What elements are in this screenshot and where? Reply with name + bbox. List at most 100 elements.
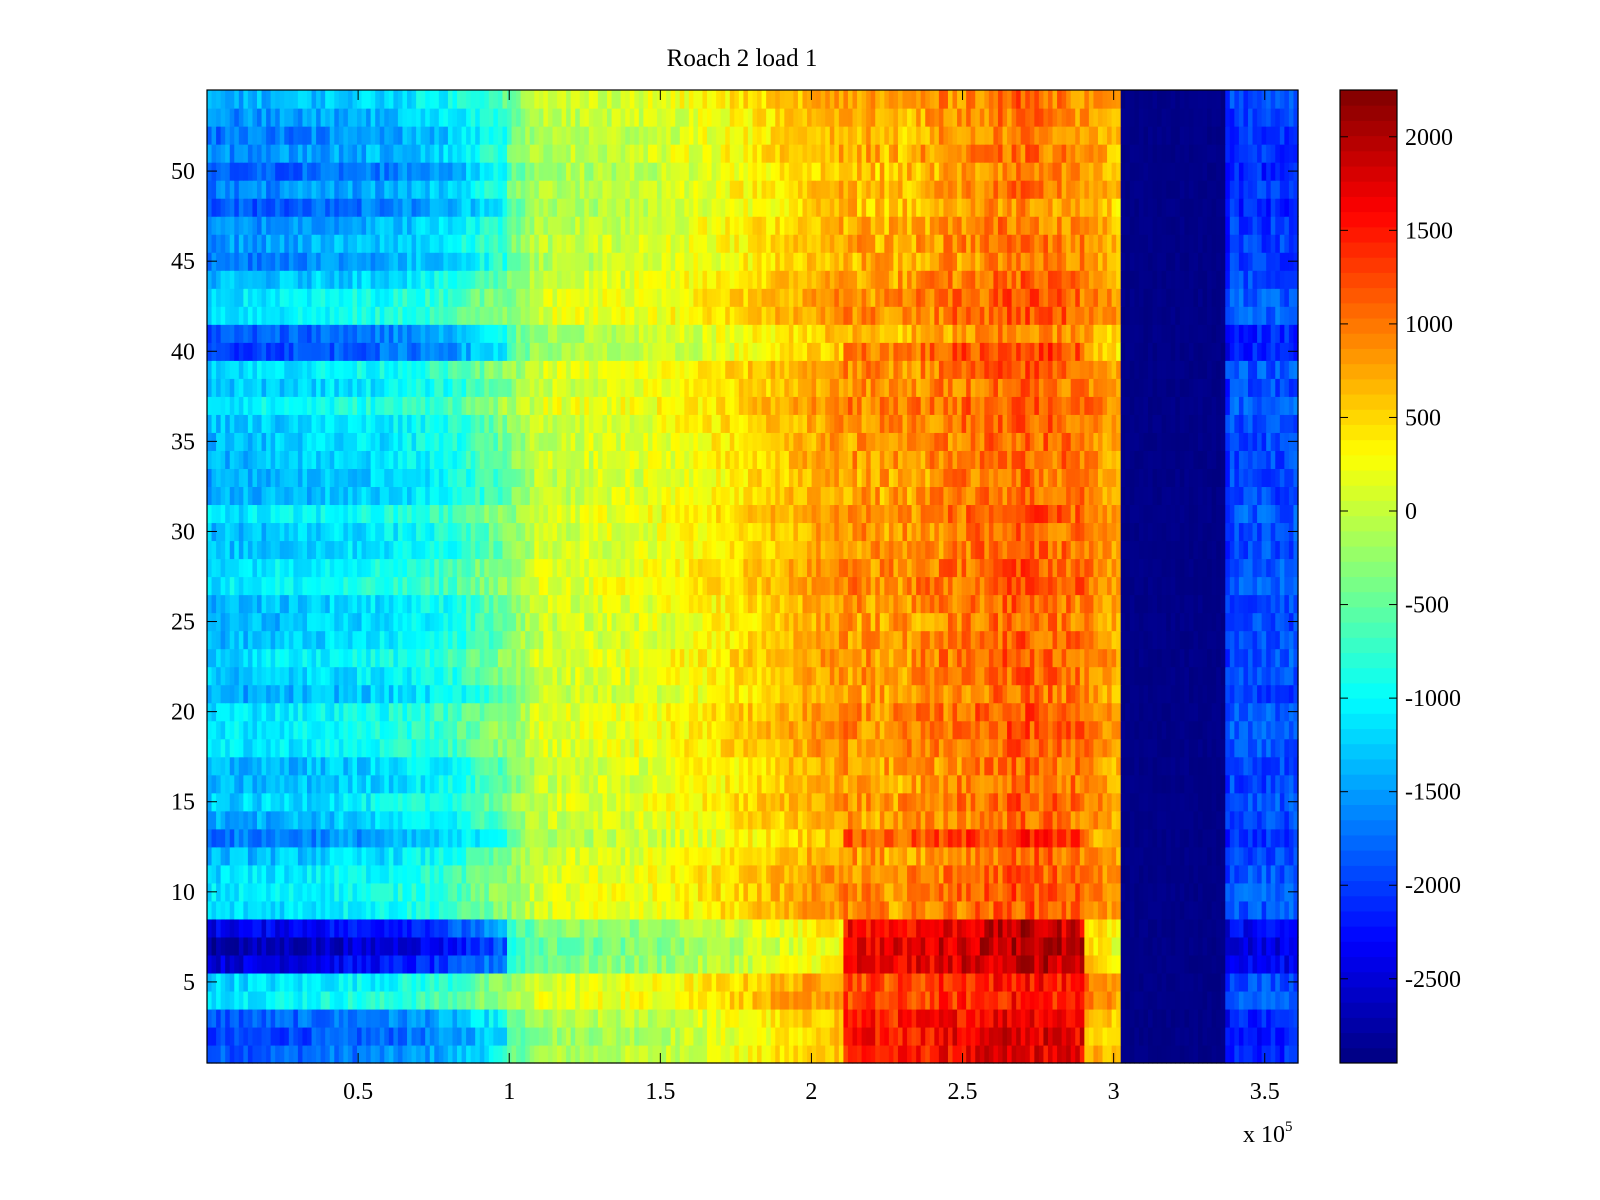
heatmap-cell	[507, 990, 513, 1010]
heatmap-cell	[538, 1044, 544, 1064]
heatmap-cell	[1061, 936, 1067, 956]
heatmap-cell	[666, 738, 672, 758]
heatmap-cell	[229, 828, 235, 848]
heatmap-cell	[811, 900, 817, 920]
heatmap-cell	[1147, 828, 1154, 848]
heatmap-cell	[1107, 774, 1113, 794]
heatmap-cell	[1084, 990, 1090, 1010]
heatmap-cell	[457, 774, 463, 794]
heatmap-cell	[547, 882, 554, 902]
heatmap-cell	[1284, 810, 1290, 830]
heatmap-cell	[1170, 774, 1176, 794]
heatmap-cell	[1134, 702, 1140, 722]
heatmap-cell	[447, 774, 454, 794]
heatmap-cell	[993, 936, 999, 956]
heatmap-cell	[1007, 954, 1013, 974]
heatmap-cell	[234, 1008, 240, 1028]
heatmap-cell	[947, 792, 954, 812]
heatmap-cell	[225, 900, 231, 920]
heatmap-cell	[547, 954, 554, 974]
heatmap-cell	[907, 846, 913, 866]
heatmap-cell	[1220, 1008, 1226, 1028]
heatmap-cell	[516, 828, 522, 848]
heatmap-cell	[702, 882, 708, 902]
heatmap-cell	[216, 810, 222, 830]
heatmap-cell	[375, 828, 381, 848]
heatmap-cell	[729, 918, 735, 938]
heatmap-cell	[407, 864, 413, 884]
heatmap-cell	[1034, 720, 1040, 740]
heatmap-cell	[1125, 1008, 1131, 1028]
heatmap-cell	[711, 828, 717, 848]
heatmap-cell	[411, 1008, 417, 1028]
heatmap-cell	[688, 936, 695, 956]
heatmap-cell	[534, 1008, 540, 1028]
heatmap-cell	[484, 702, 490, 722]
heatmap-cell	[1238, 990, 1245, 1010]
heatmap-cell	[443, 1044, 449, 1064]
heatmap-cell	[502, 900, 508, 920]
heatmap-cell	[711, 1044, 717, 1064]
heatmap-cell	[838, 1044, 845, 1064]
heatmap-cell	[961, 864, 967, 884]
heatmap-cell	[975, 756, 981, 776]
heatmap-cell	[284, 846, 290, 866]
heatmap-cell	[379, 954, 385, 974]
heatmap-cell	[584, 720, 590, 740]
heatmap-cell	[884, 828, 890, 848]
heatmap-cell	[1207, 936, 1213, 956]
heatmap-cell	[1175, 900, 1181, 920]
heatmap-cell	[893, 918, 899, 938]
heatmap-cell	[511, 882, 517, 902]
heatmap-cell	[1093, 846, 1099, 866]
heatmap-cell	[1157, 918, 1163, 938]
heatmap-cell	[334, 882, 340, 902]
heatmap-cell	[711, 738, 717, 758]
heatmap-cell	[1107, 882, 1113, 902]
heatmap-cell	[784, 864, 790, 884]
heatmap-cell	[443, 702, 449, 722]
heatmap-cell	[429, 954, 435, 974]
heatmap-cell	[293, 954, 299, 974]
heatmap-cell	[947, 720, 954, 740]
heatmap-cell	[357, 684, 363, 704]
heatmap-cell	[1125, 828, 1131, 848]
heatmap-cell	[884, 972, 890, 992]
heatmap-cell	[575, 936, 581, 956]
heatmap-cell	[234, 972, 240, 992]
heatmap-cell	[1161, 756, 1167, 776]
heatmap-cell	[1270, 1026, 1276, 1046]
heatmap-cell	[1193, 864, 1199, 884]
heatmap-cell	[566, 756, 572, 776]
heatmap-cell	[588, 720, 594, 740]
heatmap-cell	[1284, 864, 1290, 884]
heatmap-cell	[461, 702, 467, 722]
heatmap-cell	[338, 936, 344, 956]
heatmap-cell	[829, 936, 835, 956]
heatmap-cell	[357, 990, 363, 1010]
heatmap-cell	[225, 972, 231, 992]
heatmap-cell	[1175, 882, 1181, 902]
heatmap-cell	[1175, 720, 1181, 740]
heatmap-cell	[1193, 1044, 1199, 1064]
heatmap-cell	[238, 1008, 244, 1028]
heatmap-cell	[334, 972, 340, 992]
heatmap-cell	[457, 702, 463, 722]
heatmap-cell	[1116, 1044, 1122, 1064]
heatmap-cell	[393, 702, 399, 722]
heatmap-cell	[693, 792, 699, 812]
heatmap-cell	[302, 900, 308, 920]
heatmap-cell	[1088, 936, 1095, 956]
heatmap-cell	[475, 900, 481, 920]
heatmap-cell	[725, 846, 731, 866]
heatmap-cell	[675, 936, 681, 956]
heatmap-cell	[734, 774, 740, 794]
heatmap-cell	[875, 828, 881, 848]
heatmap-cell	[870, 1026, 876, 1046]
heatmap-cell	[884, 792, 890, 812]
heatmap-cell	[1025, 792, 1031, 812]
heatmap-cell	[616, 792, 622, 812]
heatmap-cell	[875, 918, 881, 938]
heatmap-cell	[875, 810, 881, 830]
heatmap-cell	[529, 846, 535, 866]
